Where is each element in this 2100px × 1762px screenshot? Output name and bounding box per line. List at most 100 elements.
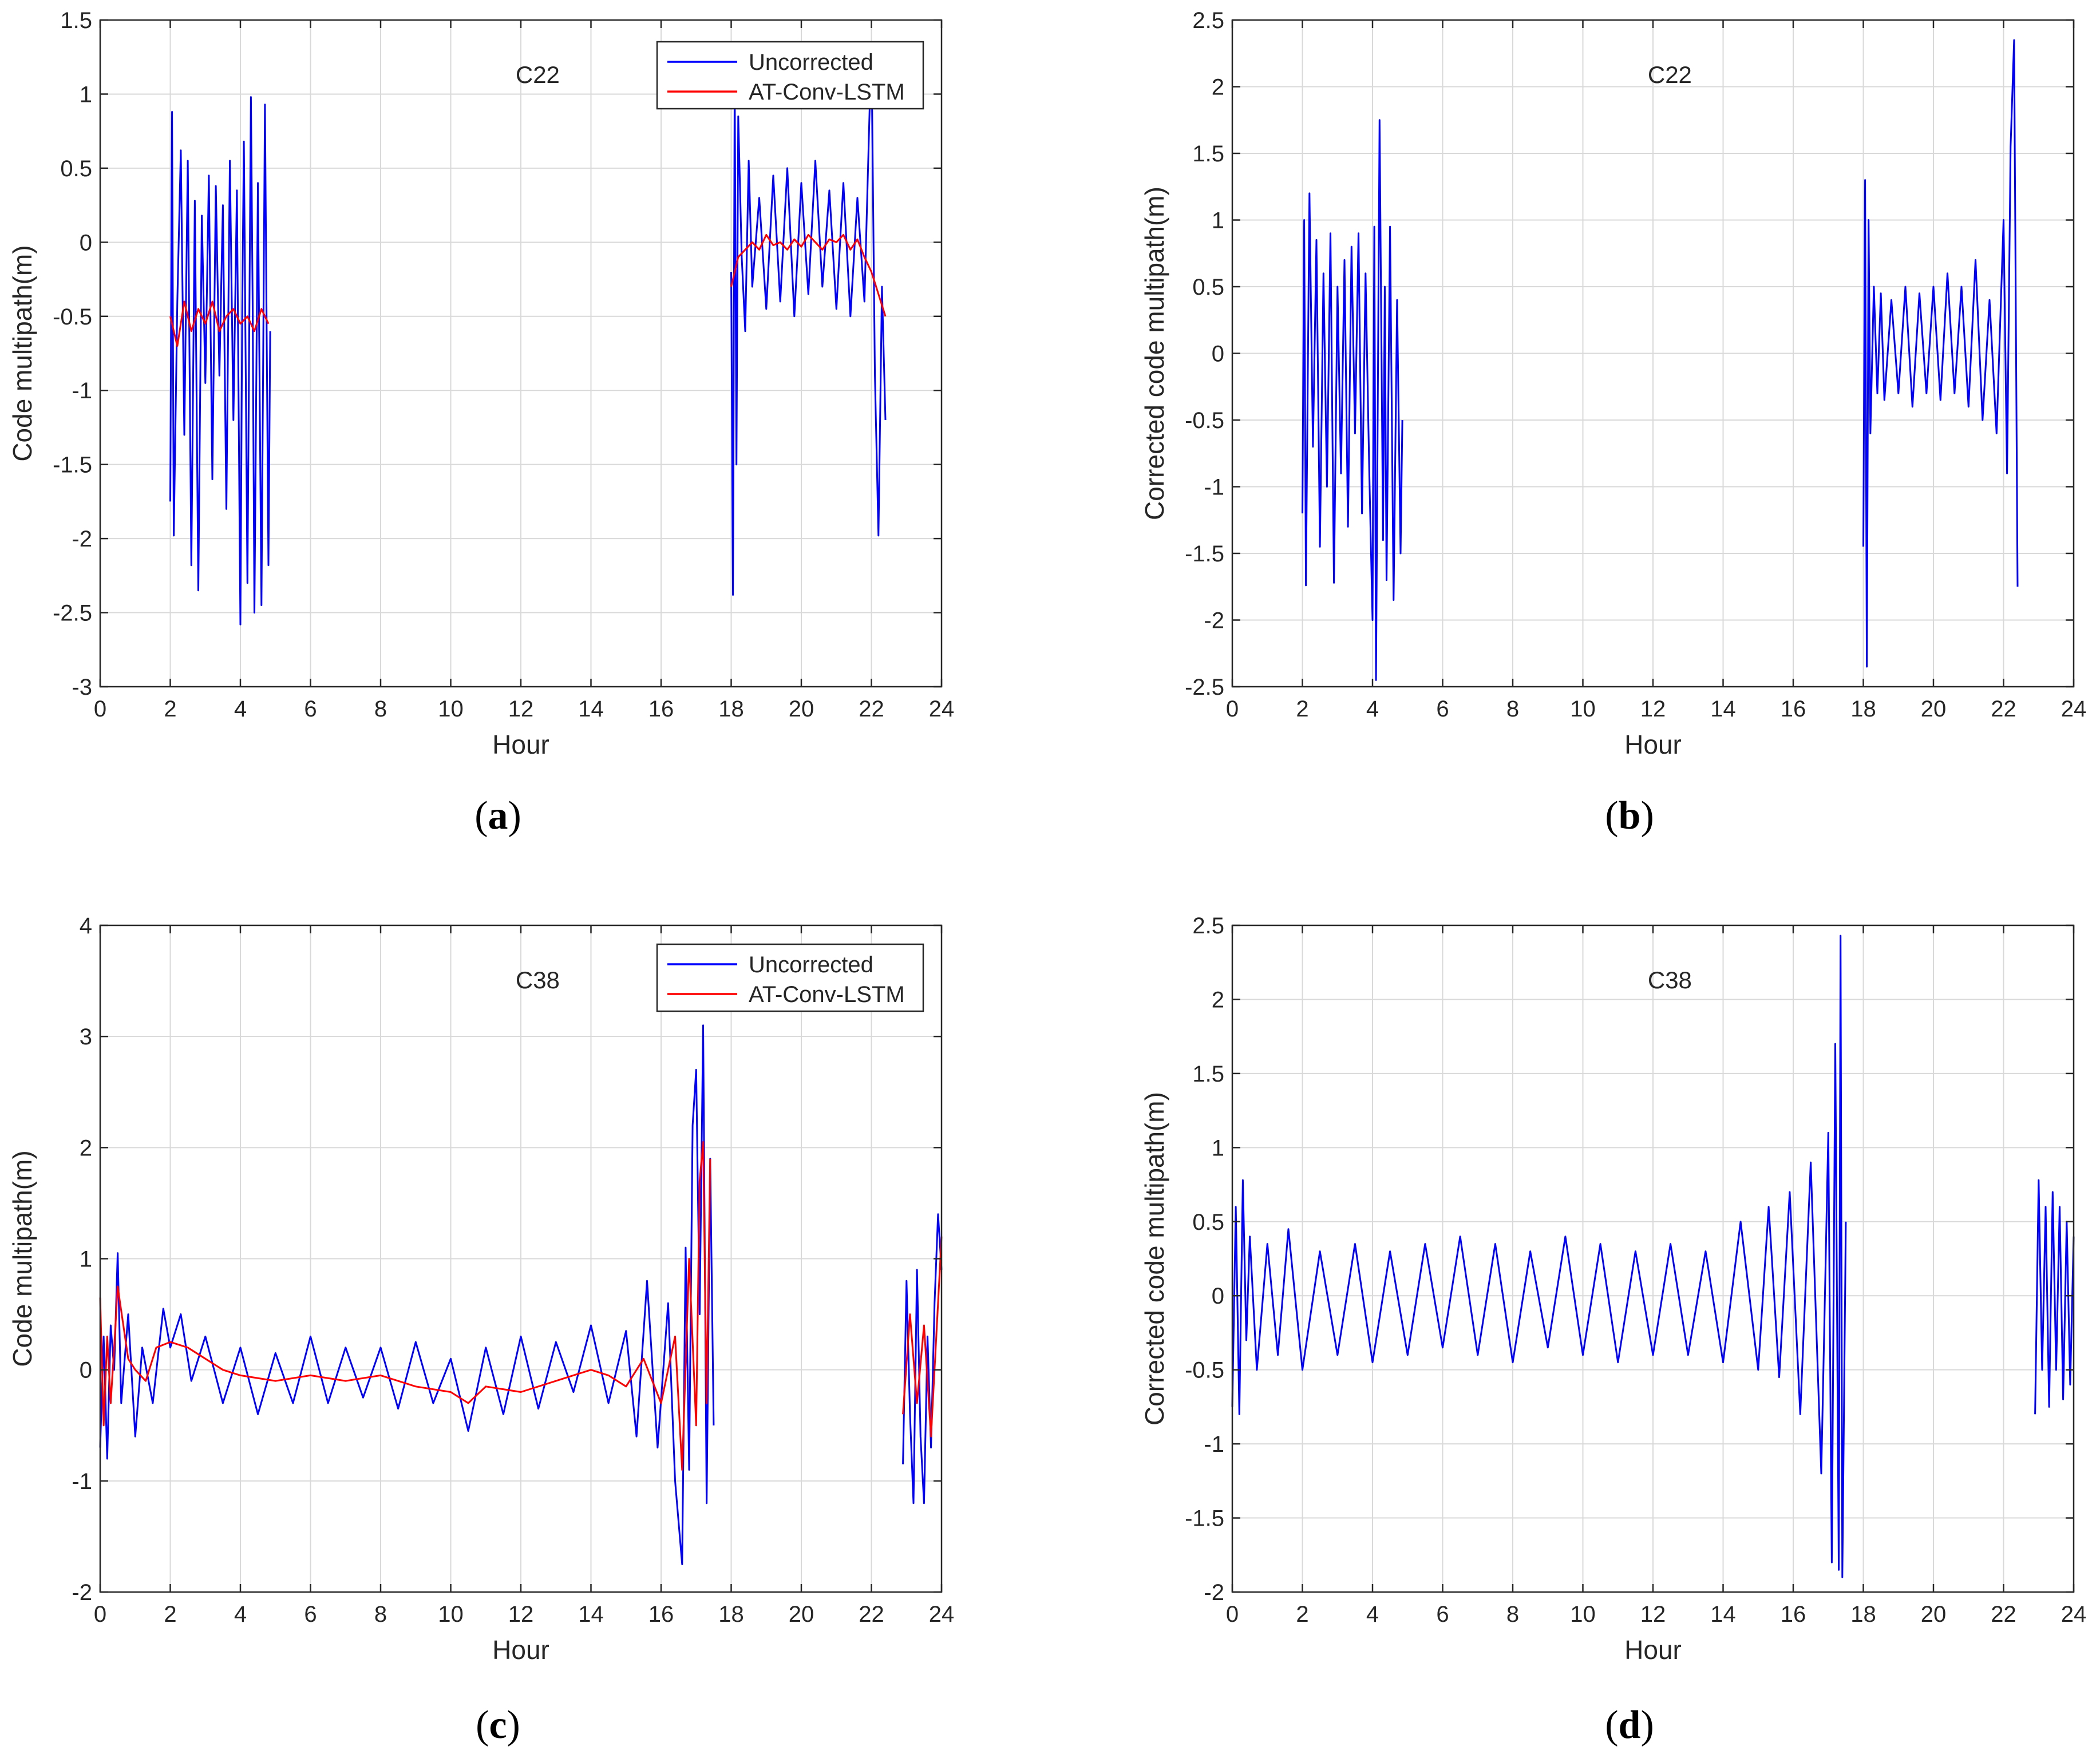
x-tick-label: 0 [1226,696,1239,722]
x-tick-label: 12 [508,696,534,722]
legend-box [656,943,924,1012]
y-tick-label: -0.5 [1185,1358,1224,1383]
legend: Uncorrected AT-Conv-LSTM [656,41,924,110]
x-axis-label: Hour [1624,1635,1682,1665]
legend: Uncorrected AT-Conv-LSTM [656,943,924,1012]
x-tick-label: 16 [1781,1602,1806,1627]
y-tick-label: 0.5 [1192,1210,1224,1235]
y-tick-label: 0.5 [1192,275,1224,300]
panel-caption: (b) [1605,794,1654,838]
y-tick-label: -2 [72,1580,92,1605]
y-tick-label: 0 [1212,1284,1224,1309]
y-axis-label: Code multipath(m) [7,245,37,461]
x-tick-label: 20 [1921,696,1947,722]
x-tick-label: 20 [789,1602,814,1627]
x-tick-label: 8 [374,1602,387,1627]
y-tick-label: -1 [72,1469,92,1494]
x-tick-label: 14 [578,696,604,722]
x-tick-label: 2 [164,1602,176,1627]
x-tick-label: 4 [1366,1602,1379,1627]
series-line-at-conv-lstm [730,233,887,317]
chart-b: 0 2 4 6 8 10 12 14 16 18 20 22 24-2.5-2-1.5-1-0.500.… [1140,8,2086,838]
x-tick-label: 12 [1640,1602,1666,1627]
x-axis-label: Hour [1624,730,1682,759]
x-tick-label: 4 [1366,696,1379,722]
x-tick-label: 14 [1710,696,1736,722]
series-line-uncorrected [902,1213,943,1504]
y-tick-label: 0.5 [60,156,92,181]
x-tick-label: 10 [438,1602,464,1627]
series-line-at-conv-lstm [99,1141,711,1471]
series-line-corrected [1302,119,1403,681]
x-tick-label: 20 [789,696,814,722]
chart-title: C38 [1648,967,1692,993]
panel-caption: (a) [474,794,521,838]
y-axis-label: Code multipath(m) [7,1150,37,1367]
legend-label: AT-Conv-LSTM [749,80,905,105]
series-line-at-conv-lstm [169,300,270,347]
y-tick-label: 1.5 [1192,1062,1224,1087]
x-tick-label: 4 [234,1602,247,1627]
y-tick-label: 0 [80,230,92,255]
x-tick-label: 16 [648,1602,674,1627]
y-tick-label: 2 [1212,75,1224,100]
chart-d: 0 2 4 6 8 10 12 14 16 18 20 22 24-2-1.5-1-0.500.511.… [1140,913,2086,1747]
x-tick-label: 8 [1506,1602,1519,1627]
y-tick-label: 4 [80,913,92,939]
x-tick-label: 22 [1991,696,2016,722]
x-tick-label: 6 [1436,1602,1449,1627]
x-tick-label: 6 [304,1602,317,1627]
series-line-uncorrected [169,96,271,625]
series-line-at-conv-lstm [902,1236,943,1438]
y-tick-label: 2 [80,1135,92,1161]
panel-caption: (d) [1605,1703,1654,1747]
x-tick-label: 24 [929,1602,955,1627]
x-tick-label: 0 [1226,1602,1239,1627]
x-tick-label: 6 [304,696,317,722]
panel-caption: (c) [476,1703,520,1747]
y-tick-label: 3 [80,1024,92,1050]
y-tick-label: 2.5 [1192,913,1224,939]
y-tick-label: 0 [1212,342,1224,367]
legend-label: Uncorrected [749,50,873,75]
y-tick-label: 0 [80,1358,92,1383]
x-tick-label: 8 [374,696,387,722]
x-tick-label: 12 [1640,696,1666,722]
x-tick-label: 16 [648,696,674,722]
y-tick-label: 2 [1212,987,1224,1012]
x-tick-label: 14 [1710,1602,1736,1627]
y-axis-label: Corrected code multipath(m) [1140,187,1169,520]
y-tick-label: -1.5 [1185,541,1224,567]
x-tick-label: 10 [1570,696,1596,722]
series-line-corrected [2034,1179,2075,1415]
x-tick-label: 24 [2061,1602,2087,1627]
legend-label: Uncorrected [749,952,873,977]
y-tick-label: -1 [72,378,92,403]
x-tick-label: 20 [1921,1602,1947,1627]
x-tick-label: 0 [94,1602,106,1627]
x-tick-label: 6 [1436,696,1449,722]
x-tick-label: 2 [1296,1602,1308,1627]
x-tick-label: 2 [1296,696,1308,722]
y-tick-label: -2 [1204,1580,1224,1605]
chart-title: C22 [516,61,560,88]
x-tick-label: 16 [1781,696,1806,722]
x-axis-label: Hour [492,730,549,759]
legend-box [656,41,924,110]
x-tick-label: 18 [718,1602,744,1627]
legend-label: AT-Conv-LSTM [749,982,905,1007]
y-tick-label: -3 [72,675,92,700]
x-tick-label: 24 [2061,696,2087,722]
y-tick-label: 1.5 [1192,141,1224,167]
x-tick-label: 18 [718,696,744,722]
y-axis-label: Corrected code multipath(m) [1140,1092,1169,1426]
x-tick-label: 14 [578,1602,604,1627]
x-tick-label: 18 [1850,1602,1876,1627]
chart-title: C38 [516,967,560,993]
y-tick-label: 1 [80,1247,92,1272]
x-tick-label: 10 [1570,1602,1596,1627]
chart-a: 0 2 4 6 8 10 12 14 16 18 20 22 24-3-2.5-2-1.5-1-0.50… [7,8,954,838]
y-tick-label: -0.5 [1185,408,1224,433]
x-tick-label: 22 [859,1602,884,1627]
